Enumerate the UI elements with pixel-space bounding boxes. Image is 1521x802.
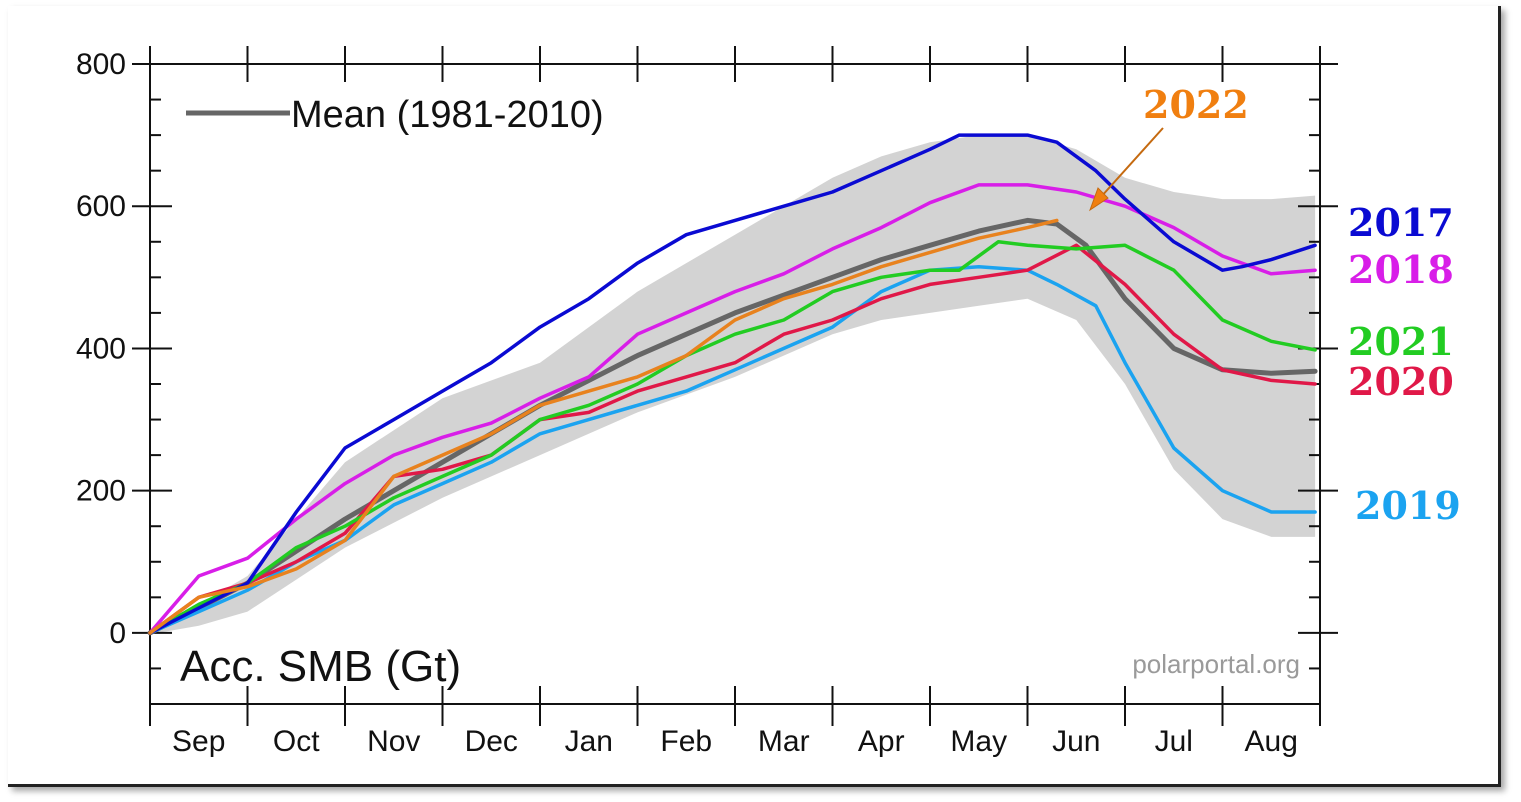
legend-mean-label: Mean (1981-2010): [291, 94, 604, 136]
series-line-2021: [148, 240, 1317, 635]
smb-chart: 0 200 400 600 800 Sep Oct Nov Dec Jan Feb Mar Apr May…: [76, 46, 1461, 758]
annotation-2022-label: 2022: [1143, 82, 1249, 127]
x-tick-label-aug: Aug: [1245, 725, 1298, 758]
series-line-2019: [148, 264, 1317, 635]
annotation-2022: 2022: [1089, 82, 1249, 212]
series-line-mean: [147, 217, 1318, 636]
series-layer: [147, 133, 1318, 636]
y-axis-label: Acc. SMB (Gt): [180, 642, 461, 691]
range-band-layer: [150, 135, 1316, 635]
year-label-2019: 2019: [1355, 483, 1461, 528]
year-label-2021: 2021: [1348, 319, 1454, 364]
y-tick-label: 400: [76, 332, 126, 365]
series-line-2018: [148, 183, 1317, 635]
annotation-arrow-shaft: [1099, 127, 1164, 199]
x-tick-label-may: May: [950, 725, 1007, 758]
y-tick-label: 0: [109, 617, 126, 650]
figure-frame: 0 200 400 600 800 Sep Oct Nov Dec Jan Feb Mar Apr May…: [8, 6, 1501, 787]
x-tick-label-jul: Jul: [1155, 725, 1193, 758]
annotation-arrow-head: [1089, 187, 1109, 212]
y-tick-label: 800: [76, 48, 126, 81]
range-band: [150, 135, 1316, 635]
year-label-2020: 2020: [1348, 359, 1454, 404]
right-year-labels: 2017 2018 2021 2020 2019: [1348, 200, 1461, 528]
x-tick-label-jan: Jan: [565, 725, 613, 758]
axes-layer: 0 200 400 600 800 Sep Oct Nov Dec Jan Feb Mar Apr May…: [76, 46, 1338, 758]
source-label: polarportal.org: [1132, 649, 1300, 679]
series-line-2017: [148, 133, 1317, 635]
series-line-2022: [148, 218, 1059, 635]
y-tick-label: 600: [76, 190, 126, 223]
x-tick-label-nov: Nov: [367, 725, 420, 758]
year-label-2018: 2018: [1348, 247, 1454, 292]
x-tick-label-feb: Feb: [660, 725, 712, 758]
legend: Mean (1981-2010): [186, 94, 604, 136]
year-label-2017: 2017: [1348, 200, 1454, 245]
x-tick-label-sep: Sep: [172, 725, 225, 758]
x-tick-label-jun: Jun: [1052, 725, 1100, 758]
series-line-2020: [148, 243, 1317, 635]
y-tick-label: 200: [76, 475, 126, 508]
x-tick-label-apr: Apr: [858, 725, 905, 758]
x-tick-label-oct: Oct: [273, 725, 320, 758]
x-tick-label-mar: Mar: [758, 725, 810, 758]
x-tick-label-dec: Dec: [465, 725, 518, 758]
